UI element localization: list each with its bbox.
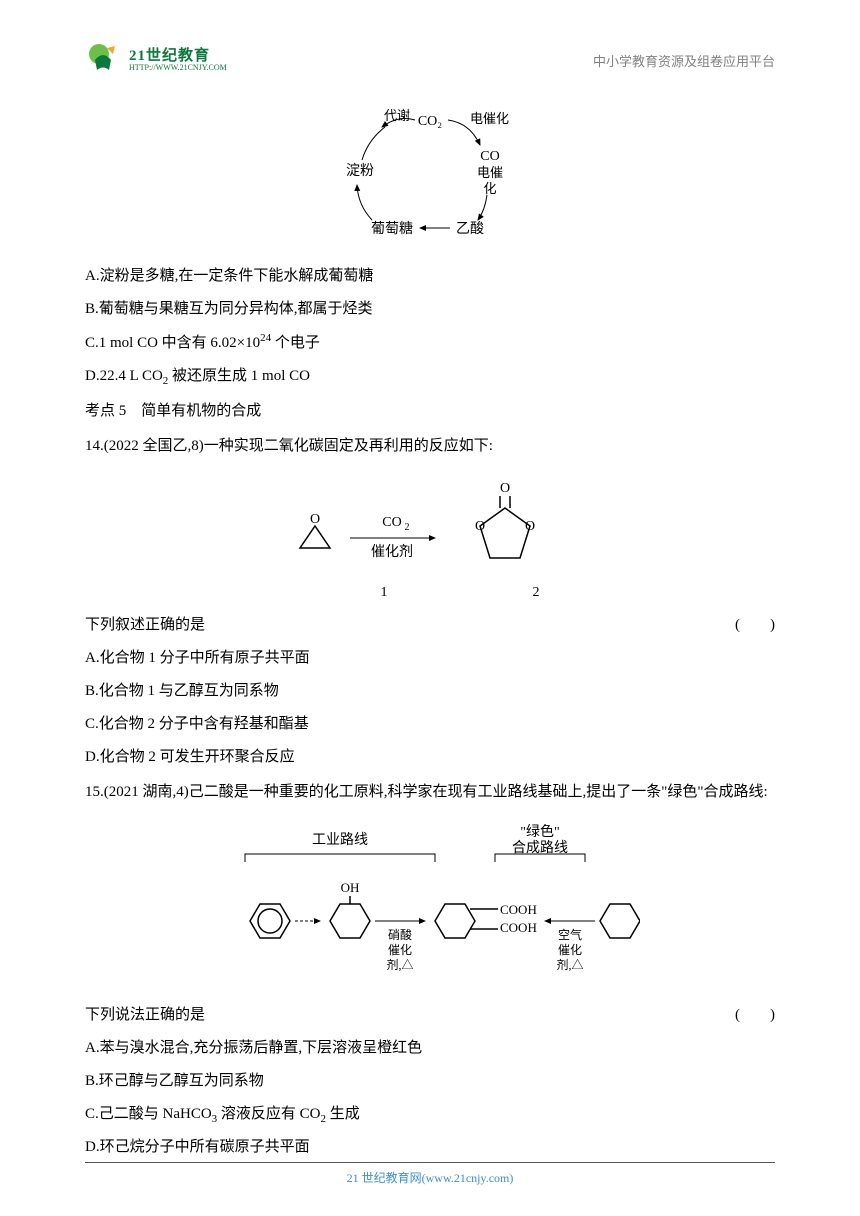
svg-text:O: O — [310, 512, 320, 527]
svg-text:COOH: COOH — [500, 902, 537, 917]
q14-option-a: A.化合物 1 分子中所有原子共平面 — [85, 642, 775, 675]
q15-brackets: ( ) — [735, 999, 775, 1032]
svg-text:CO: CO — [382, 515, 401, 530]
cycle-co: CO — [480, 149, 499, 164]
svg-text:2: 2 — [405, 522, 410, 533]
q15-stem: 15.(2021 湖南,4)己二酸是一种重要的化工原料,科学家在现有工业路线基础… — [85, 776, 775, 809]
svg-text:硝酸: 硝酸 — [388, 927, 412, 942]
logo-text: 21世纪教育 HTTP://WWW.21CNJY.COM — [129, 49, 227, 72]
svg-text:O: O — [475, 519, 485, 534]
q15-option-a: A.苯与溴水混合,充分振荡后静置,下层溶液呈橙红色 — [85, 1032, 775, 1065]
q14-reaction-diagram: O CO 2 催化剂 O O O — [85, 478, 775, 573]
q14-brackets: ( ) — [735, 609, 775, 642]
q15-question-line: 下列说法正确的是 ( ) — [85, 999, 775, 1032]
q15-synthesis-diagram: 工业路线 "绿色" 合成路线 OH 硝酸 催化 剂,△ COOH COOH — [85, 824, 775, 984]
svg-text:O: O — [525, 519, 535, 534]
svg-text:剂,△: 剂,△ — [386, 957, 413, 972]
section-5-title: 考点 5 简单有机物的合成 — [85, 395, 775, 428]
q14-option-c: C.化合物 2 分子中含有羟基和酯基 — [85, 708, 775, 741]
reaction-label-2: 2 — [533, 578, 540, 609]
svg-text:催化: 催化 — [388, 943, 412, 957]
page-footer: 21 世纪教育网(www.21cnjy.com) — [85, 1162, 775, 1186]
logo-en: HTTP://WWW.21CNJY.COM — [129, 64, 227, 72]
svg-text:空气: 空气 — [558, 927, 582, 942]
page-header: 21世纪教育 HTTP://WWW.21CNJY.COM 中小学教育资源及组卷应… — [85, 40, 775, 80]
header-subtitle: 中小学教育资源及组卷应用平台 — [593, 51, 775, 70]
q14-question-line: 下列叙述正确的是 ( ) — [85, 609, 775, 642]
svg-text:O: O — [500, 481, 510, 496]
svg-text:工业路线: 工业路线 — [312, 832, 368, 848]
reaction-label-1: 1 — [381, 578, 388, 609]
cycle-co2: CO₂ — [418, 114, 442, 129]
q14-reaction-labels: 1 2 — [145, 578, 775, 609]
cycle-glucose: 葡萄糖 — [371, 221, 413, 237]
svg-text:催化: 催化 — [558, 943, 582, 957]
svg-text:OH: OH — [341, 880, 360, 895]
q13-option-c: C.1 mol CO 中含有 6.02×1024 个电子 — [85, 326, 775, 360]
cycle-acetic: 乙酸 — [456, 221, 484, 237]
q13-option-a: A.淀粉是多糖,在一定条件下能水解成葡萄糖 — [85, 260, 775, 293]
cycle-label-metabolism: 代谢 — [384, 108, 410, 123]
q15-question: 下列说法正确的是 — [85, 999, 205, 1032]
logo-cn: 21世纪教育 — [129, 49, 227, 64]
q15-option-b: B.环己醇与乙醇互为同系物 — [85, 1065, 775, 1098]
cycle-label-electro1: 电催化 — [470, 111, 509, 126]
q15-option-d: D.环己烷分子中所有碳原子共平面 — [85, 1131, 775, 1164]
svg-text:剂,△: 剂,△ — [556, 957, 583, 972]
svg-text:COOH: COOH — [500, 920, 537, 935]
q15-option-c: C.己二酸与 NaHCO3 溶液反应有 CO2 生成 — [85, 1098, 775, 1131]
q13-option-d: D.22.4 L CO2 被还原生成 1 mol CO — [85, 360, 775, 393]
svg-text:"绿色": "绿色" — [520, 824, 559, 840]
q13-option-b: B.葡萄糖与果糖互为同分异构体,都属于烃类 — [85, 293, 775, 326]
cycle-starch: 淀粉 — [346, 163, 374, 179]
cycle-diagram: CO₂ 代谢 电催化 淀粉 CO 电催 化 葡萄糖 乙酸 — [85, 105, 775, 245]
cycle-label-electro2a: 电催 — [477, 165, 503, 180]
q14-option-b: B.化合物 1 与乙醇互为同系物 — [85, 675, 775, 708]
document-content: CO₂ 代谢 电催化 淀粉 CO 电催 化 葡萄糖 乙酸 A.淀粉是多糖,在一定… — [85, 105, 775, 1164]
q14-stem: 14.(2022 全国乙,8)一种实现二氧化碳固定及再利用的反应如下: — [85, 430, 775, 463]
q14-option-d: D.化合物 2 可发生开环聚合反应 — [85, 741, 775, 774]
svg-text:催化剂: 催化剂 — [371, 544, 413, 560]
q14-question: 下列叙述正确的是 — [85, 609, 205, 642]
logo-icon — [85, 40, 125, 80]
logo: 21世纪教育 HTTP://WWW.21CNJY.COM — [85, 40, 227, 80]
cycle-label-electro2b: 化 — [483, 181, 496, 196]
